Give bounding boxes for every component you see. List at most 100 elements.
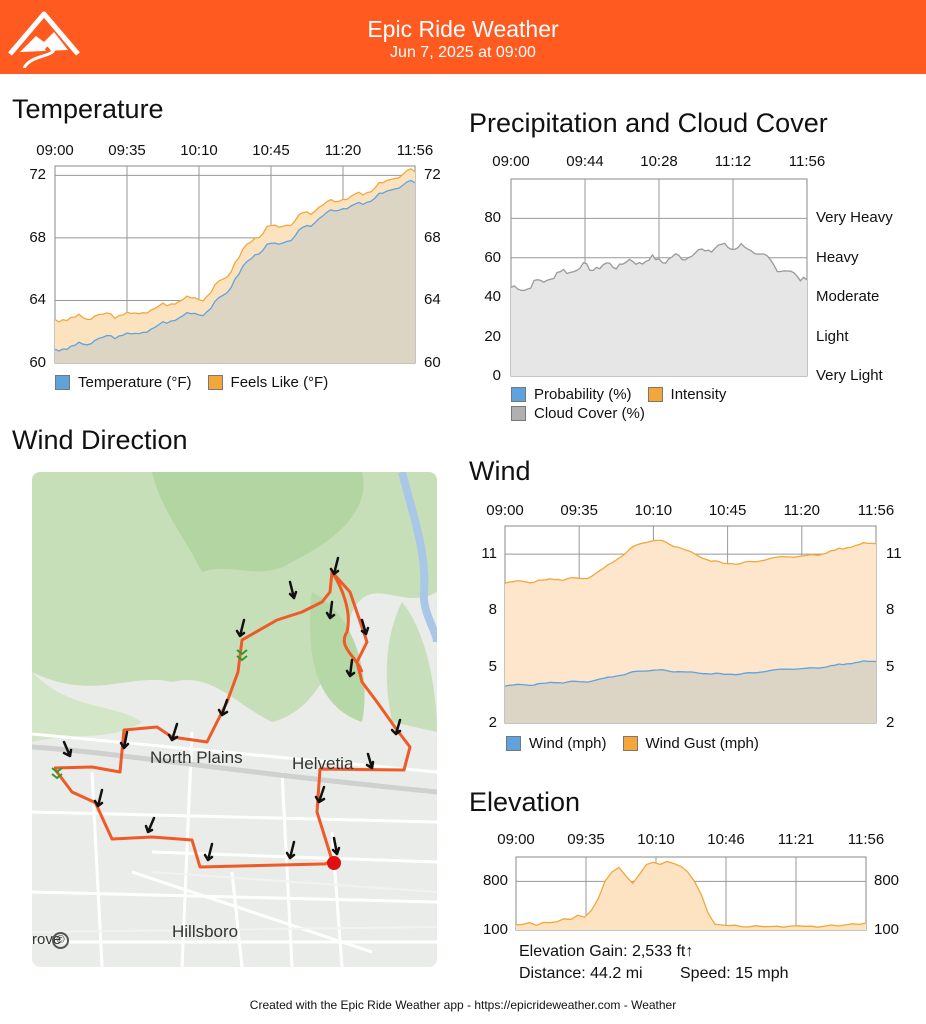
y-tick: 0 bbox=[492, 367, 501, 384]
legend-wind: Wind (mph) bbox=[529, 735, 607, 752]
time-tick: 09:35 bbox=[108, 142, 146, 159]
y-tick: 2 bbox=[886, 714, 895, 731]
legend-feels-like: Feels Like (°F) bbox=[230, 374, 329, 391]
y-tick: 8 bbox=[886, 601, 895, 619]
time-tick: 09:00 bbox=[36, 142, 74, 159]
y-tick: 8 bbox=[488, 601, 497, 619]
y-tick: 68 bbox=[29, 228, 46, 246]
wind-gust-line bbox=[504, 539, 877, 584]
time-tick: 10:10 bbox=[634, 502, 673, 519]
mountain-road-logo bbox=[8, 11, 80, 68]
time-tick: 09:00 bbox=[492, 153, 530, 170]
intensity-tick: Heavy bbox=[816, 248, 859, 266]
y-tick: 2 bbox=[488, 714, 497, 731]
temperature-line bbox=[54, 179, 416, 352]
y-tick: 800 bbox=[482, 872, 508, 890]
y-tick: 60 bbox=[424, 354, 441, 371]
wind-swatch bbox=[506, 736, 521, 751]
legend-temperature: Temperature (°F) bbox=[78, 374, 192, 391]
time-tick: 10:46 bbox=[707, 831, 745, 848]
elevation-area bbox=[516, 861, 866, 930]
feels-like-line bbox=[54, 168, 416, 323]
time-tick: 11:20 bbox=[324, 142, 362, 159]
temperature-title: Temperature bbox=[12, 94, 164, 124]
precip-legend: Probability (%) Intensity bbox=[511, 386, 726, 403]
elevation-gain: Elevation Gain: 2,533 ft↑ bbox=[519, 943, 694, 960]
feels-swatch bbox=[207, 375, 223, 390]
app-title: Epic Ride Weather bbox=[367, 16, 559, 42]
map-canvas bbox=[32, 472, 437, 967]
prob-swatch bbox=[511, 387, 526, 402]
y-tick: 100 bbox=[874, 921, 900, 938]
time-tick: 11:20 bbox=[783, 502, 821, 519]
intensity-tick: Moderate bbox=[816, 288, 880, 306]
time-tick: 09:44 bbox=[566, 153, 604, 170]
y-tick: 68 bbox=[424, 228, 441, 246]
time-tick: 11:56 bbox=[396, 142, 434, 159]
ride-speed: Speed: 15 mph bbox=[680, 965, 789, 982]
time-tick: 09:35 bbox=[567, 831, 605, 848]
y-tick: 64 bbox=[29, 291, 46, 309]
y-tick: 11 bbox=[886, 545, 902, 563]
time-tick: 10:45 bbox=[708, 502, 747, 519]
temperature-chart bbox=[54, 165, 416, 364]
ride-distance: Distance: 44.2 mi bbox=[519, 965, 643, 982]
intensity-tick: Light bbox=[816, 327, 849, 345]
time-tick: 09:00 bbox=[486, 502, 524, 519]
elevation-line bbox=[515, 860, 867, 928]
y-tick: 80 bbox=[484, 209, 501, 227]
y-tick: 800 bbox=[874, 872, 900, 890]
time-tick: 10:45 bbox=[252, 142, 290, 159]
legend-intensity: Intensity bbox=[670, 386, 727, 403]
y-tick: 60 bbox=[484, 248, 501, 266]
precip-legend-2: Cloud Cover (%) bbox=[511, 405, 645, 422]
map-label-north-plains: North Plains bbox=[150, 748, 243, 767]
wind-direction-title: Wind Direction bbox=[12, 425, 188, 455]
route-end-marker bbox=[327, 856, 341, 870]
footer-credit: Created with the Epic Ride Weather app -… bbox=[249, 998, 677, 1012]
y-tick: 64 bbox=[424, 291, 441, 309]
y-tick: 72 bbox=[29, 166, 46, 184]
intensity-tick: Very Heavy bbox=[816, 209, 893, 227]
y-tick: 40 bbox=[484, 288, 501, 306]
legend-wind-gust: Wind Gust (mph) bbox=[645, 735, 759, 752]
cloud-swatch bbox=[511, 406, 526, 421]
wind-chart bbox=[504, 525, 877, 724]
cloud-cover-area bbox=[511, 243, 807, 376]
wind-legend: Wind (mph) Wind Gust (mph) bbox=[506, 735, 759, 752]
time-tick: 09:00 bbox=[497, 831, 535, 848]
time-tick: 10:10 bbox=[637, 831, 675, 848]
time-tick: 10:10 bbox=[180, 142, 218, 159]
temperature-area bbox=[55, 180, 415, 363]
y-tick: 60 bbox=[29, 354, 46, 371]
app-header: Epic Ride Weather Jun 7, 2025 at 09:00 bbox=[0, 0, 926, 74]
y-tick: 20 bbox=[484, 327, 501, 345]
y-tick: 5 bbox=[886, 657, 895, 675]
y-tick: 11 bbox=[481, 545, 497, 563]
temp-swatch bbox=[55, 375, 70, 390]
cloud-cover-line bbox=[510, 242, 808, 292]
time-tick: 11:56 bbox=[857, 502, 895, 519]
map-attribution-icon[interactable]: © bbox=[52, 932, 69, 949]
intensity-tick: Very Light bbox=[816, 367, 883, 384]
legend-cloud-cover: Cloud Cover (%) bbox=[534, 405, 645, 422]
precip-title: Precipitation and Cloud Cover bbox=[469, 108, 828, 138]
temperature-legend: Temperature (°F) Feels Like (°F) bbox=[55, 374, 328, 391]
route-map[interactable]: North Plains Helvetia Hillsboro rove © bbox=[32, 472, 437, 967]
y-tick: 72 bbox=[424, 166, 441, 184]
ride-date: Jun 7, 2025 at 09:00 bbox=[390, 44, 536, 61]
intensity-swatch bbox=[647, 387, 663, 402]
wind-line bbox=[504, 660, 877, 687]
time-tick: 11:21 bbox=[777, 831, 815, 848]
gust-swatch bbox=[622, 736, 638, 751]
time-tick: 09:35 bbox=[560, 502, 598, 519]
elevation-title: Elevation bbox=[469, 787, 581, 817]
time-tick: 11:12 bbox=[714, 153, 752, 170]
time-tick: 11:56 bbox=[847, 831, 885, 848]
map-label-hillsboro: Hillsboro bbox=[172, 922, 239, 941]
legend-probability: Probability (%) bbox=[534, 386, 632, 403]
elevation-chart bbox=[515, 856, 867, 931]
y-tick: 5 bbox=[488, 657, 497, 675]
wind-title: Wind bbox=[469, 456, 531, 486]
precip-chart bbox=[510, 178, 808, 377]
